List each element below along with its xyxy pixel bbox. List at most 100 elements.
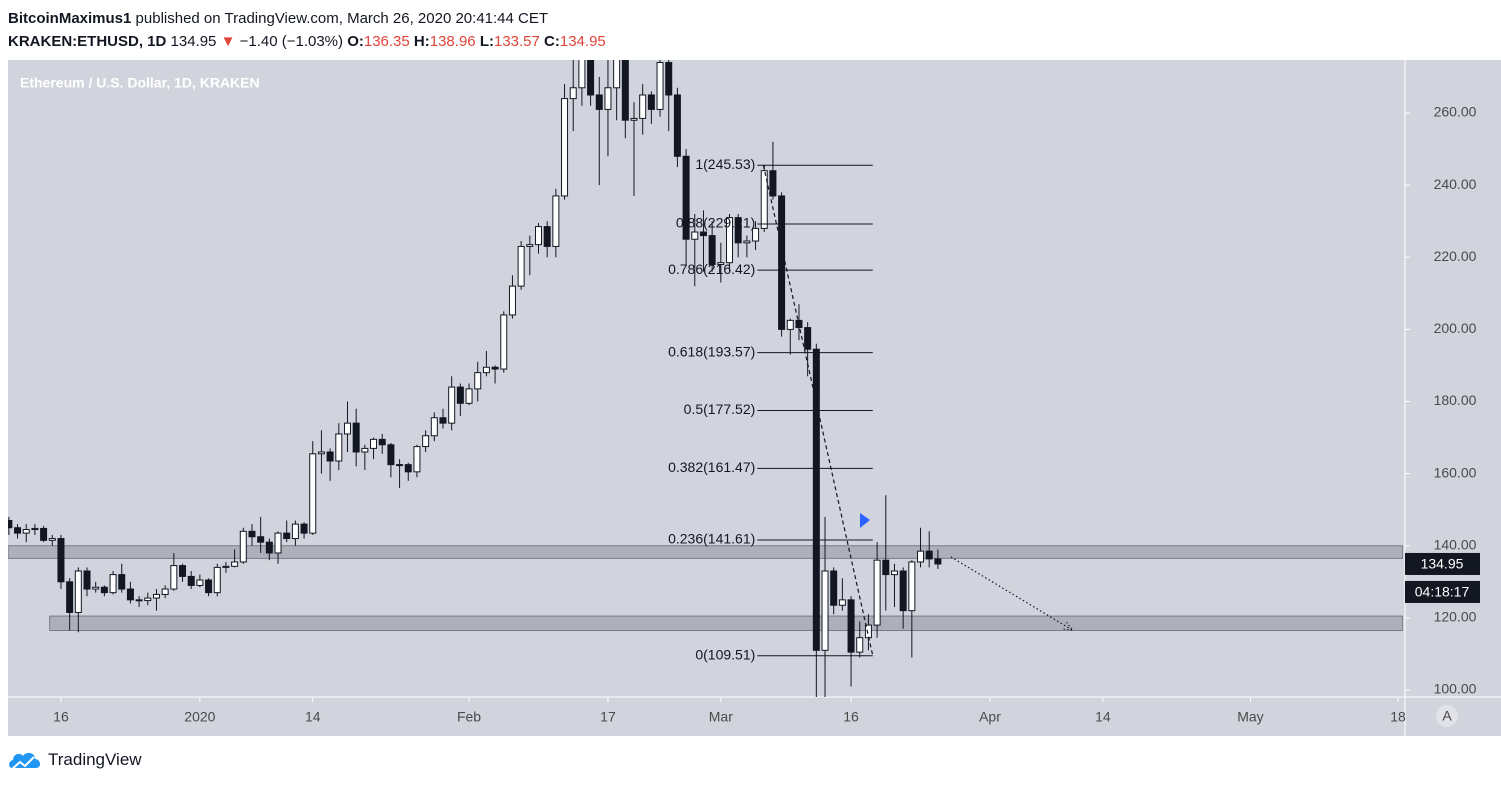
candle-body: [769, 170, 777, 197]
candle-body: [187, 575, 195, 586]
candle-body: [248, 530, 256, 538]
x-tick-label: 16: [53, 709, 69, 725]
candle-body: [430, 417, 438, 437]
y-tick-label: 160.00: [1434, 464, 1477, 480]
candle-body: [335, 433, 343, 462]
candle-body: [291, 523, 299, 540]
candle-body: [118, 574, 126, 590]
candle-body: [283, 532, 291, 540]
candle-body: [656, 62, 664, 110]
candle-body: [726, 217, 734, 264]
candle-body: [552, 195, 560, 247]
candle-body: [213, 566, 221, 594]
scale-button[interactable]: [1436, 705, 1458, 727]
candle-body: [465, 388, 473, 404]
candle-body: [830, 570, 838, 606]
footer: TradingView: [8, 748, 142, 772]
candle-body: [474, 372, 482, 390]
candle-body: [708, 235, 716, 265]
countdown: 04:18:17: [1415, 584, 1470, 600]
y-tick-label: 140.00: [1434, 536, 1477, 552]
candle-body: [231, 561, 239, 567]
candle-body: [439, 417, 447, 424]
candle-body: [847, 599, 855, 653]
symbol: KRAKEN:ETHUSD, 1D: [8, 33, 167, 50]
chart-title: Ethereum / U.S. Dollar, 1D, KRAKEN: [20, 75, 260, 91]
ohlc-label: L:: [479, 33, 494, 50]
header-line: BitcoinMaximus1 published on TradingView…: [8, 7, 606, 30]
fib-label: 0.88(229.21): [676, 215, 755, 231]
candle-body: [370, 438, 378, 449]
candle-body: [352, 422, 360, 453]
candle-body: [74, 570, 82, 613]
candle-body: [647, 94, 655, 110]
candle-body: [621, 60, 629, 121]
countdown-box: [1405, 580, 1480, 603]
candle-body: [205, 579, 213, 594]
published: published on TradingView.com, March 26, …: [135, 10, 549, 27]
candle-body: [48, 538, 56, 541]
candle-body: [691, 231, 699, 240]
candle-body: [856, 637, 864, 653]
candle-body: [66, 581, 74, 613]
x-tick-label: 14: [1095, 709, 1111, 725]
x-tick-label: Mar: [709, 709, 733, 725]
candle-body: [413, 446, 421, 473]
candle-body: [179, 565, 187, 577]
candle-body: [595, 94, 603, 110]
x-tick-label: 16: [843, 709, 859, 725]
candle-body: [665, 62, 673, 96]
candle-body: [743, 240, 751, 244]
candle-body: [543, 226, 551, 247]
candle-body: [57, 538, 65, 583]
candle-body: [14, 527, 22, 534]
candle-body: [92, 586, 100, 590]
candle-body: [587, 60, 595, 96]
candle-body: [265, 541, 273, 554]
candle-body: [378, 438, 386, 446]
candle-body: [144, 597, 152, 602]
ohlc-value: 136.35: [363, 33, 410, 50]
candle-body: [422, 435, 430, 448]
last-price: 134.95: [170, 33, 217, 50]
y-tick-label: 120.00: [1434, 609, 1477, 625]
x-tick-label: Feb: [457, 709, 481, 725]
candle-body: [812, 348, 820, 651]
x-tick-label: 14: [305, 709, 321, 725]
candle-body: [821, 570, 829, 651]
fib-label: 0(109.51): [695, 646, 755, 662]
candle-body: [152, 593, 160, 599]
candle-body: [300, 523, 308, 534]
candle-body: [734, 217, 742, 244]
ohlc-label: C:: [544, 33, 560, 50]
candle-body: [908, 561, 916, 612]
ohlc-label: O:: [347, 33, 364, 50]
ohlc-value: 134.95: [559, 33, 606, 50]
down-arrow: ▼: [220, 33, 236, 50]
ohlc-label: H:: [413, 33, 430, 50]
y-tick-label: 220.00: [1434, 248, 1477, 264]
scale-button-label[interactable]: A: [1442, 708, 1452, 724]
candle-body: [673, 94, 681, 157]
candle-body: [170, 565, 178, 590]
candle-body: [404, 464, 412, 473]
candle-body: [482, 366, 490, 374]
y-tick-label: 100.00: [1434, 681, 1477, 697]
header-line: KRAKEN:ETHUSD, 1D 134.95 ▼ −1.40 (−1.03%…: [8, 30, 606, 53]
y-tick-label: 180.00: [1434, 392, 1477, 408]
candle-body: [934, 558, 942, 565]
candle-body: [196, 579, 204, 586]
candle-body: [239, 530, 247, 563]
y-tick-label: 260.00: [1434, 104, 1477, 120]
fib-label: 0.382(161.47): [668, 459, 755, 475]
candle-body: [561, 98, 569, 197]
candle-body: [8, 520, 13, 529]
y-tick-label: 240.00: [1434, 176, 1477, 192]
fib-label: 1(245.53): [695, 156, 755, 172]
zone: [8, 545, 1403, 559]
candle-body: [604, 87, 612, 110]
candle-body: [882, 559, 890, 576]
candle-body: [343, 422, 351, 435]
candle-body: [491, 366, 499, 370]
logo: [9, 752, 41, 771]
